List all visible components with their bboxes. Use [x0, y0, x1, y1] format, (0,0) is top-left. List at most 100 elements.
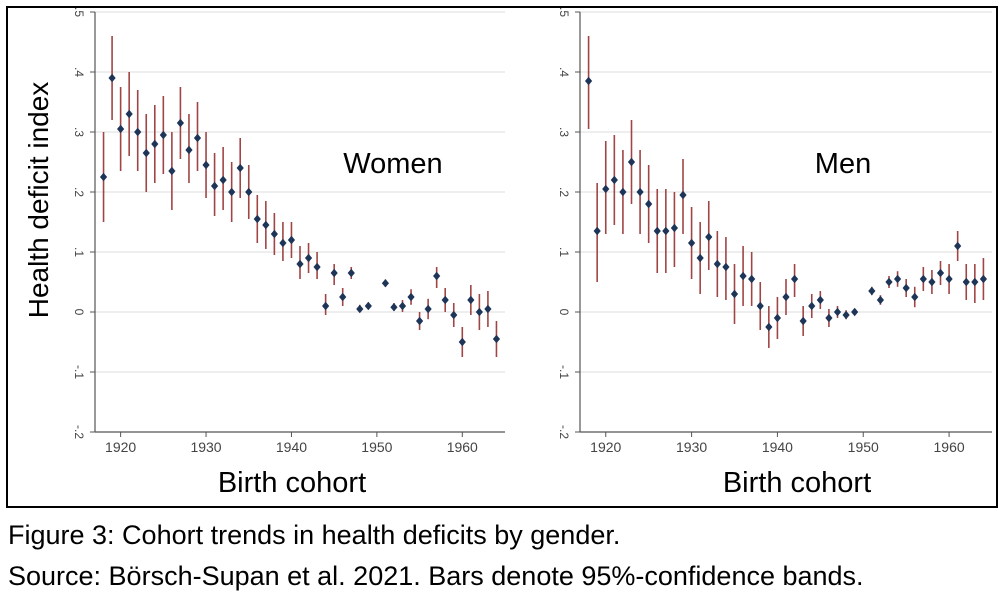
men-data-point: [662, 226, 670, 236]
women-data-point: [262, 220, 270, 230]
women-data-point: [484, 304, 492, 314]
women-data-point: [304, 253, 313, 263]
men-data-point: [739, 271, 747, 281]
men-data-point: [670, 223, 679, 233]
men-data-point: [928, 277, 936, 287]
women-x-tick-label: 1920: [105, 439, 136, 455]
men-data-point: [756, 301, 764, 311]
women-data-point: [202, 160, 210, 170]
women-data-point: [433, 271, 441, 281]
women-data-point: [253, 214, 261, 224]
women-data-point: [193, 133, 202, 143]
men-data-point: [833, 307, 842, 317]
men-data-point: [790, 274, 799, 284]
men-data-point: [808, 301, 816, 311]
women-data-point: [475, 307, 483, 317]
men-data-point: [919, 274, 927, 284]
men-y-tick-label: .4: [557, 67, 571, 77]
y-axis-label: Health deficit index: [23, 82, 54, 319]
men-x-tick-label: 1950: [848, 439, 879, 455]
women-data-point: [270, 229, 278, 239]
men-data-point: [979, 274, 988, 284]
women-data-point: [313, 262, 321, 272]
men-data-point: [971, 277, 979, 287]
women-data-point: [415, 316, 424, 326]
women-data-point: [168, 166, 176, 176]
women-data-point: [492, 334, 501, 344]
figure-source: Source: Börsch-Supan et al. 2021. Bars d…: [8, 561, 864, 591]
men-data-point: [584, 76, 593, 86]
men-y-tick-label: -.2: [557, 425, 571, 439]
women-data-point: [356, 304, 364, 314]
women-data-point: [176, 118, 185, 128]
women-data-point: [279, 238, 287, 248]
men-x-tick-label: 1930: [676, 439, 707, 455]
women-data-point: [108, 73, 116, 83]
men-data-point: [730, 289, 739, 299]
men-data-point: [851, 307, 859, 317]
men-y-tick-label: .1: [557, 247, 571, 257]
men-x-axis-label: Birth cohort: [723, 467, 871, 499]
women-y-tick-label: .2: [72, 187, 86, 197]
men-data-point: [893, 274, 902, 284]
women-y-tick-label: 0: [72, 309, 86, 316]
men-x-tick-label: 1920: [590, 439, 621, 455]
women-data-point: [424, 304, 432, 314]
men-data-point: [687, 238, 696, 248]
figure-frame: [6, 6, 998, 508]
men-data-point: [868, 286, 876, 296]
men-data-point: [936, 268, 945, 278]
women-data-point: [467, 295, 475, 305]
men-data-point: [954, 241, 962, 251]
women-y-tick-label: -.1: [72, 365, 86, 379]
men-x-tick-label: 1940: [762, 439, 793, 455]
women-data-point: [390, 303, 398, 312]
women-data-point: [159, 130, 167, 140]
women-data-point: [134, 127, 142, 137]
men-data-point: [885, 277, 893, 287]
men-data-point: [722, 262, 730, 272]
women-data-point: [228, 187, 236, 197]
men-data-point: [653, 226, 661, 236]
women-data-point: [142, 148, 150, 158]
men-panel-title: Men: [815, 148, 871, 180]
men-data-point: [902, 283, 910, 293]
women-data-point: [236, 163, 244, 173]
women-data-point: [185, 145, 193, 155]
women-data-point: [287, 235, 296, 245]
men-y-tick-label: .3: [557, 127, 571, 137]
women-x-tick-label: 1940: [276, 439, 307, 455]
men-x-tick-label: 1960: [934, 439, 965, 455]
women-data-point: [219, 175, 227, 185]
men-y-tick-label: .5: [557, 7, 571, 17]
men-data-point: [619, 187, 627, 197]
women-data-point: [381, 279, 390, 288]
women-data-point: [347, 268, 355, 278]
men-data-point: [842, 310, 850, 320]
women-y-tick-label: .1: [72, 247, 86, 257]
men-data-point: [782, 292, 790, 302]
women-data-point: [407, 292, 415, 302]
men-data-point: [593, 226, 601, 236]
women-data-point: [458, 337, 466, 347]
men-data-point: [645, 199, 653, 209]
men-data-point: [911, 292, 919, 302]
women-data-point: [330, 268, 338, 278]
women-x-tick-label: 1960: [447, 439, 478, 455]
men-data-point: [876, 295, 885, 305]
men-y-tick-label: 0: [557, 309, 571, 316]
women-y-tick-label: .3: [72, 127, 86, 137]
men-data-point: [816, 295, 824, 305]
men-data-point: [962, 277, 970, 287]
men-data-point: [705, 232, 713, 242]
women-data-point: [398, 301, 407, 311]
men-data-point: [945, 274, 953, 284]
men-data-point: [627, 157, 636, 167]
men-data-point: [825, 313, 833, 323]
women-data-point: [450, 310, 458, 320]
men-data-point: [748, 274, 756, 284]
men-data-point: [799, 316, 807, 326]
women-x-axis-label: Birth cohort: [218, 467, 366, 499]
women-data-point: [99, 172, 108, 182]
men-data-point: [636, 187, 644, 197]
